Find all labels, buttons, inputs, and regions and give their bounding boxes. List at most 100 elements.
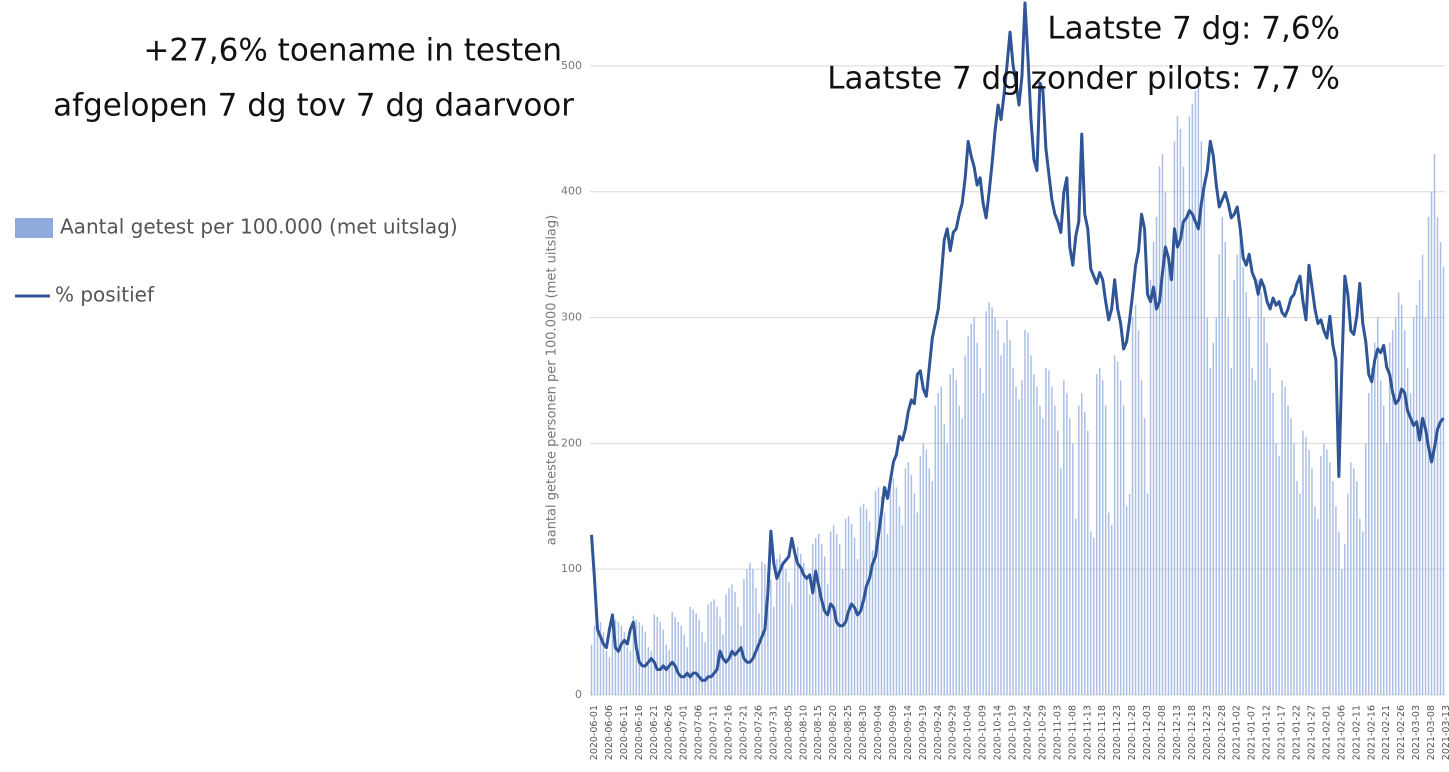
bar	[1021, 380, 1023, 695]
bar	[1299, 493, 1301, 695]
x-tick-label: 2020-08-30	[858, 705, 869, 760]
bar	[1125, 506, 1128, 695]
bar	[1155, 216, 1158, 695]
bar	[1015, 386, 1017, 695]
bar	[1200, 141, 1203, 695]
bar	[1051, 386, 1053, 695]
bar	[1305, 437, 1307, 695]
bar	[1248, 317, 1250, 695]
bar	[895, 487, 898, 695]
bar	[1092, 537, 1095, 695]
bar	[773, 606, 775, 695]
bar	[605, 650, 608, 695]
bar	[871, 550, 874, 695]
bar	[850, 523, 853, 695]
bar	[1152, 242, 1155, 695]
bar	[1161, 153, 1164, 695]
bar	[811, 544, 814, 695]
bar	[611, 616, 614, 695]
bar	[970, 323, 972, 695]
bar	[1403, 330, 1406, 695]
bar	[1233, 279, 1235, 695]
bar	[713, 599, 715, 695]
bar	[1119, 380, 1122, 695]
bar	[1009, 340, 1011, 695]
bar	[1224, 242, 1227, 695]
bar	[1116, 361, 1119, 695]
x-tick-label: 2020-11-03	[1052, 705, 1063, 760]
bar	[808, 594, 811, 695]
bar	[1188, 116, 1191, 695]
bar	[997, 330, 999, 695]
bar	[883, 512, 886, 695]
bar	[1113, 355, 1116, 695]
bar	[1197, 78, 1200, 695]
bar	[814, 537, 817, 695]
bar	[782, 561, 784, 695]
annotation: afgelopen 7 dg tov 7 dg daarvoor	[53, 88, 574, 124]
bar	[1045, 367, 1047, 695]
bar	[704, 642, 706, 695]
bar	[1412, 317, 1415, 695]
x-tick-label: 2020-07-21	[738, 705, 749, 760]
bar	[1060, 468, 1062, 695]
bar	[1194, 91, 1197, 695]
bar	[1409, 393, 1412, 695]
x-tick-label: 2020-08-20	[828, 705, 839, 760]
bar	[937, 393, 940, 695]
bar	[776, 559, 778, 695]
bar	[677, 622, 679, 695]
bar	[877, 487, 880, 695]
bar	[1030, 355, 1032, 695]
bar	[1287, 405, 1289, 695]
bar	[629, 650, 632, 695]
bar	[1356, 481, 1358, 695]
bar	[1388, 342, 1391, 695]
bar	[656, 616, 659, 695]
x-tick-label: 2021-02-01	[1321, 705, 1332, 760]
x-tick-label: 2020-07-01	[679, 705, 690, 760]
bar	[1209, 367, 1212, 695]
x-tick-label: 2020-06-01	[589, 705, 600, 760]
bar	[1095, 374, 1098, 695]
x-tick-label: 2020-07-16	[724, 705, 735, 760]
bar	[1137, 330, 1140, 695]
x-tick-label: 2020-06-06	[604, 705, 615, 760]
bar	[686, 647, 688, 695]
bar	[767, 571, 769, 695]
bar	[1149, 279, 1152, 695]
bar	[817, 533, 820, 695]
bar	[973, 317, 975, 695]
x-tick-label: 2020-09-14	[903, 705, 914, 760]
bar	[1146, 493, 1149, 695]
x-tick-label: 2020-11-28	[1127, 705, 1138, 760]
bar	[1359, 518, 1361, 695]
bar	[1104, 405, 1107, 695]
bar	[1242, 267, 1244, 695]
x-tick-label: 2021-01-27	[1306, 705, 1317, 760]
bar	[901, 525, 904, 695]
y-tick-label: 300	[561, 311, 582, 324]
bar	[1078, 405, 1080, 695]
bar	[1260, 292, 1262, 695]
bar	[910, 474, 913, 695]
bar	[919, 455, 922, 695]
bar	[979, 367, 981, 695]
bar	[853, 537, 856, 695]
bar	[593, 625, 596, 695]
bar	[1338, 531, 1340, 695]
bar	[1107, 512, 1110, 695]
y-axis-label: aantal geteste personen per 100.000 (met…	[545, 215, 560, 545]
x-tick-label: 2020-08-15	[813, 705, 824, 760]
bar	[1000, 355, 1002, 695]
bar	[1033, 374, 1035, 695]
bar	[1230, 367, 1232, 695]
bar	[1087, 430, 1089, 695]
bar	[1057, 430, 1059, 695]
x-tick-label: 2021-01-07	[1247, 705, 1258, 760]
bar	[1110, 525, 1113, 695]
bar	[620, 625, 623, 695]
x-tick-label: 2020-07-11	[709, 705, 720, 760]
x-tick-label: 2020-08-25	[843, 705, 854, 760]
bar	[1215, 317, 1218, 695]
